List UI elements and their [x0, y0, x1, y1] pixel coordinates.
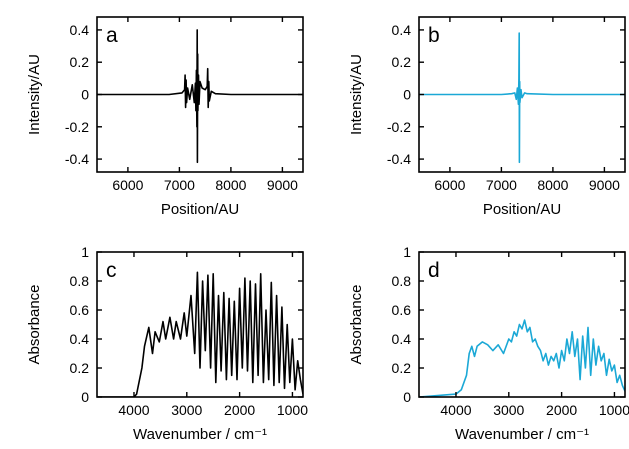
y-tick-label: 0	[81, 87, 89, 103]
x-axis-label: Position/AU	[161, 201, 239, 218]
y-axis-label: Absorbance	[348, 284, 365, 364]
x-tick-label: 9000	[267, 177, 298, 193]
x-tick-label: 6000	[112, 177, 143, 193]
x-tick-label: 1000	[599, 402, 629, 418]
x-tick-label: 7000	[164, 177, 195, 193]
chart-panel-d: 4000 3000 2000 1000 0 0.2 0.4 0.6 0.8 1 d Wavenumbe…	[348, 244, 629, 443]
plot-frame	[418, 251, 626, 398]
y-tick-label: 0.2	[392, 54, 412, 70]
y-tick-label: 0.6	[70, 302, 90, 318]
panel-letter: c	[106, 259, 117, 282]
y-tick-label: 0.4	[392, 22, 412, 38]
x-tick-label: 3000	[171, 402, 202, 418]
y-tick-label: 0	[403, 87, 411, 103]
series-line	[97, 29, 303, 164]
y-tick-label: 0	[403, 389, 411, 405]
x-tick-label: 2000	[546, 402, 577, 418]
x-tick-label: 2000	[224, 402, 255, 418]
panel-letter: b	[428, 24, 440, 47]
x-tick-label: 4000	[440, 402, 471, 418]
y-tick-label: 0.4	[392, 331, 412, 347]
y-axis-label: Absorbance	[26, 284, 43, 364]
chart-panel-a: 6000 7000 8000 9000 -0.4 -0.2 0 0.2 0.4 a Position…	[26, 16, 304, 218]
y-tick-label: 1	[403, 244, 411, 260]
y-tick-label: 0.6	[392, 302, 412, 318]
plot-frame	[96, 251, 304, 398]
panel-letter: d	[428, 259, 440, 282]
y-tick-label: -0.2	[387, 119, 411, 135]
y-axis-label: Intensity/AU	[348, 54, 365, 135]
x-tick-label: 7000	[486, 177, 517, 193]
y-axis-label: Intensity/AU	[26, 54, 43, 135]
y-tick-label: 0.8	[70, 273, 90, 289]
y-tick-label: 0.2	[392, 360, 412, 376]
y-tick-label: -0.4	[387, 151, 411, 167]
series-line	[419, 32, 625, 164]
panel-letter: a	[106, 24, 118, 47]
chart-panel-b: 6000 7000 8000 9000 -0.4 -0.2 0 0.2 0.4 b Position…	[348, 16, 626, 218]
series-line	[97, 271, 303, 397]
y-tick-label: 0.2	[70, 54, 90, 70]
y-tick-label: 0.4	[70, 331, 90, 347]
x-tick-label: 8000	[537, 177, 568, 193]
y-tick-label: 0.4	[70, 22, 90, 38]
chart-panel-c: 4000 3000 2000 1000 0 0.2 0.4 0.6 0.8 1 c Wavenumbe…	[26, 244, 308, 443]
y-tick-label: 1	[81, 244, 89, 260]
y-tick-label: 0.2	[70, 360, 90, 376]
x-tick-label: 6000	[434, 177, 465, 193]
x-tick-label: 8000	[215, 177, 246, 193]
y-tick-label: 0.8	[392, 273, 412, 289]
x-tick-label: 1000	[277, 402, 308, 418]
x-axis-label: Wavenumber / cm⁻¹	[455, 426, 589, 443]
y-tick-label: 0	[81, 389, 89, 405]
x-tick-label: 4000	[118, 402, 149, 418]
series-line	[419, 319, 625, 397]
y-tick-label: -0.4	[65, 151, 89, 167]
x-axis-label: Wavenumber / cm⁻¹	[133, 426, 267, 443]
y-tick-label: -0.2	[65, 119, 89, 135]
x-tick-label: 9000	[589, 177, 620, 193]
x-axis-label: Position/AU	[483, 201, 561, 218]
x-tick-label: 3000	[493, 402, 524, 418]
